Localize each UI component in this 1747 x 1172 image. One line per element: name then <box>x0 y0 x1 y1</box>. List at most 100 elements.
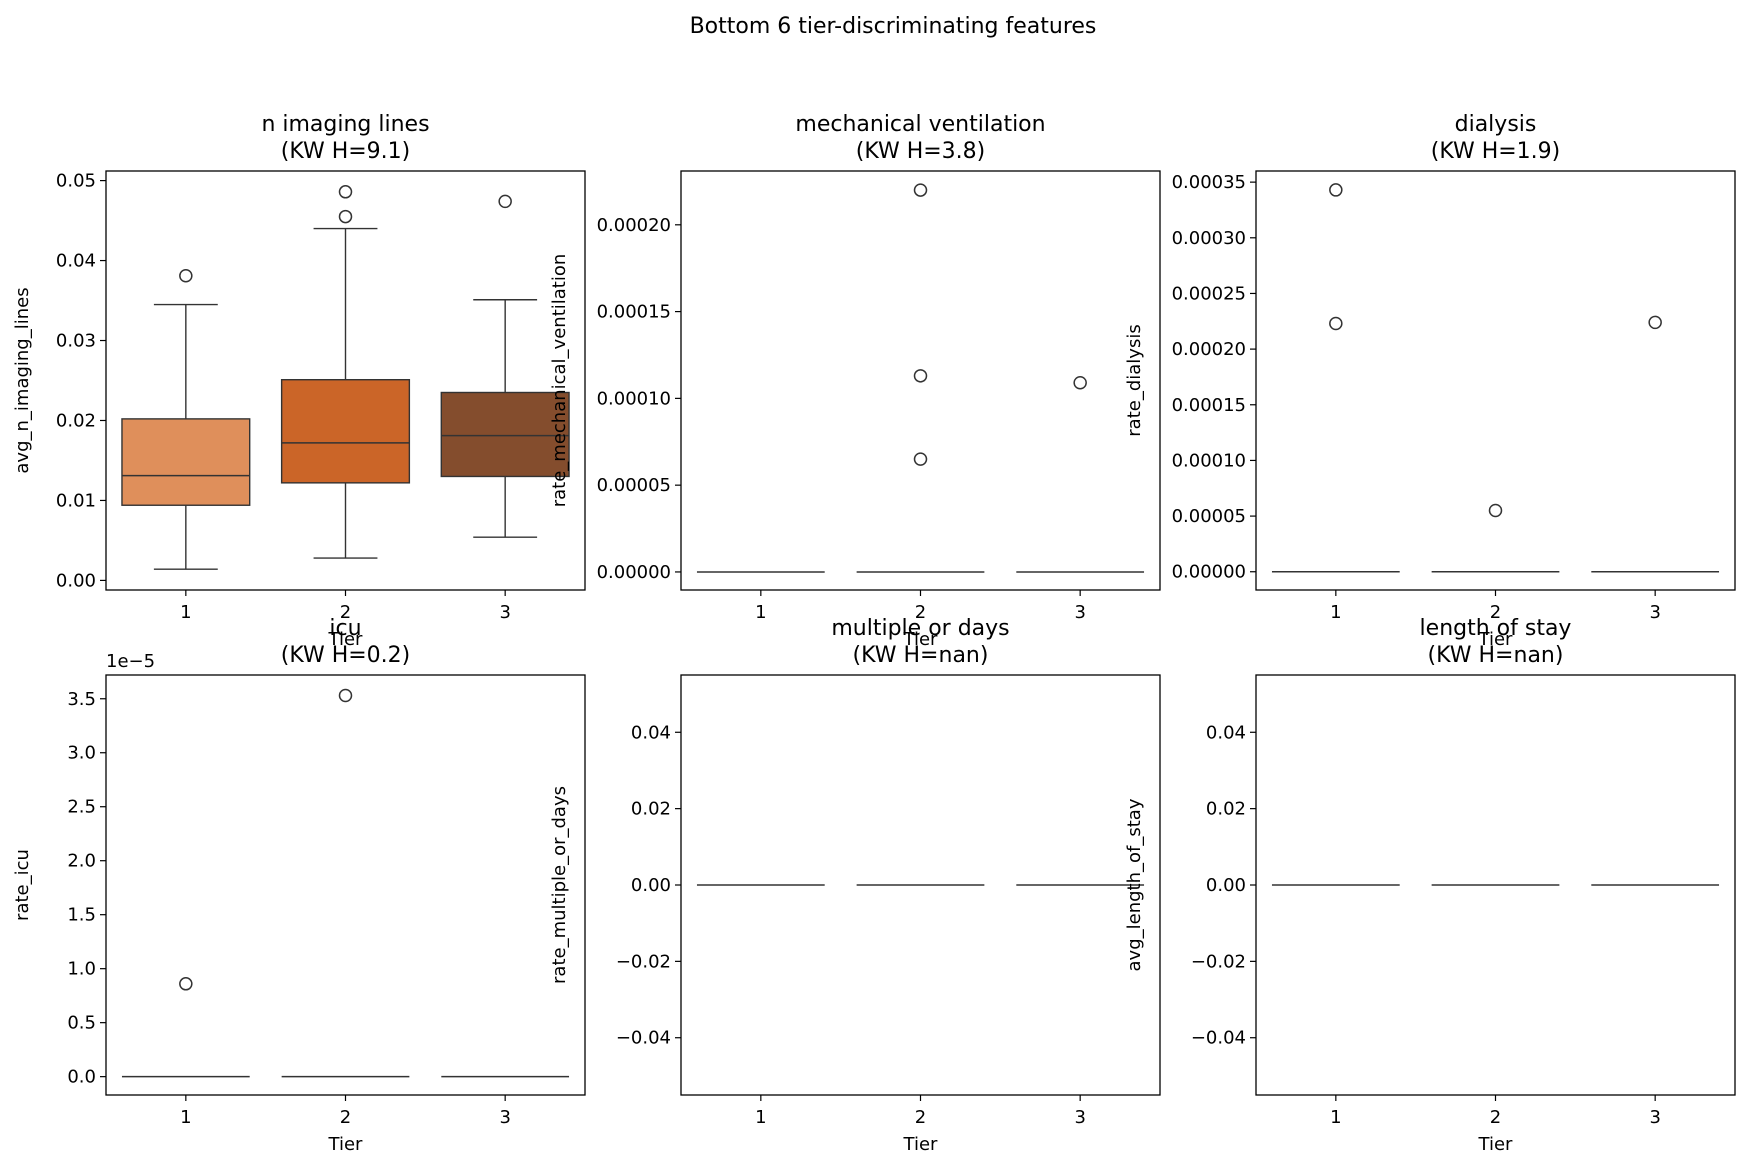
subplot-title-stat: (KW H=nan) <box>853 643 989 668</box>
y-tick-label: −0.02 <box>1191 951 1246 972</box>
y-axis-offset-text: 1e−5 <box>106 651 155 672</box>
box-outlier-point <box>913 452 928 466</box>
subplot-panel: 0.0 0.5 1.0 1.5 2.0 2.5 3.0 3.5 1 2 3 Tier rate_icu 1… <box>12 616 586 1155</box>
y-tick-label: 0.00000 <box>1172 562 1246 583</box>
x-axis-label: Tier <box>903 1134 939 1155</box>
x-tick-label: 1 <box>1330 1107 1341 1128</box>
x-axis-label: Tier <box>903 629 939 650</box>
subplot-title: mechanical ventilation <box>795 112 1045 137</box>
y-tick-label: −0.04 <box>616 1028 671 1049</box>
subplot-title: n imaging lines <box>261 112 429 137</box>
box-body <box>440 391 570 478</box>
y-tick-label: 0.04 <box>631 722 671 743</box>
subplot-panel: −0.04 −0.02 0.00 0.02 0.04 1 2 3 Tier rate_multip… <box>549 616 1161 1155</box>
x-tick-label: 2 <box>915 1107 926 1128</box>
x-tick-label: 3 <box>1649 602 1660 623</box>
box-outlier-point <box>498 194 512 209</box>
y-axis-label: rate_mechanical_ventilation <box>549 254 570 508</box>
y-tick-label: 0.0 <box>67 1067 96 1088</box>
x-tick-label: 3 <box>499 1107 510 1128</box>
subplot-panel: 0.00000 0.00005 0.00010 0.00015 0.00020 0.000… <box>1124 112 1736 650</box>
box-outlier-point <box>179 977 193 991</box>
y-tick-label: 3.0 <box>67 743 96 764</box>
y-tick-label: 0.5 <box>67 1013 96 1034</box>
x-tick-label: 3 <box>499 602 510 623</box>
x-tick-label: 3 <box>1074 1107 1085 1128</box>
x-tick-label: 1 <box>180 1107 191 1128</box>
box-outlier-point <box>338 185 353 199</box>
x-axis-label: Tier <box>1478 629 1514 650</box>
x-tick-label: 2 <box>340 1107 351 1128</box>
y-tick-label: 3.5 <box>67 689 96 710</box>
box-outlier-point <box>1648 315 1662 330</box>
x-axis-label: Tier <box>328 629 364 650</box>
x-tick-label: 1 <box>755 1107 766 1128</box>
y-tick-label: 0.05 <box>56 171 96 192</box>
x-axis-label: Tier <box>1478 1134 1514 1155</box>
y-tick-label: 0.03 <box>56 331 96 352</box>
subplot-panel: 0.00 0.01 0.02 0.03 0.04 0.05 1 2 3 Tier avg_n_ima… <box>12 112 586 650</box>
y-axis-label: avg_n_imaging_lines <box>12 287 33 473</box>
subplot-panel: 0.00000 0.00005 0.00010 0.00015 0.00020 1 2 3 Ti… <box>549 112 1161 650</box>
y-tick-label: 0.04 <box>56 251 96 272</box>
y-tick-label: −0.04 <box>1191 1028 1246 1049</box>
y-tick-label: 0.00000 <box>597 562 671 583</box>
y-tick-label: 0.00 <box>631 875 671 896</box>
subplot-title-stat: (KW H=0.2) <box>281 643 411 668</box>
y-axis-label: rate_dialysis <box>1124 324 1145 436</box>
y-tick-label: 0.00020 <box>1172 339 1246 360</box>
subplot-title: length of stay <box>1420 616 1572 641</box>
y-tick-label: 0.00005 <box>597 475 671 496</box>
y-tick-label: 0.00 <box>56 570 96 591</box>
y-tick-label: 0.04 <box>1206 722 1246 743</box>
y-tick-label: −0.02 <box>616 951 671 972</box>
x-tick-label: 2 <box>340 602 351 623</box>
y-tick-label: 0.00030 <box>1172 228 1246 249</box>
box-outlier-point <box>1488 503 1503 518</box>
y-tick-label: 0.00010 <box>1172 450 1246 471</box>
x-tick-label: 2 <box>1490 1107 1501 1128</box>
y-tick-label: 0.00015 <box>597 302 671 323</box>
y-tick-label: 0.00035 <box>1172 172 1246 193</box>
y-tick-label: 0.00 <box>1206 875 1246 896</box>
subplot-title-stat: (KW H=3.8) <box>856 139 986 164</box>
subplot-title-stat: (KW H=1.9) <box>1431 139 1561 164</box>
y-tick-label: 0.00015 <box>1172 395 1246 416</box>
y-tick-label: 0.00025 <box>1172 283 1246 304</box>
subplot-title: dialysis <box>1455 112 1537 137</box>
y-axis-label: avg_length_of_stay <box>1124 798 1145 971</box>
y-tick-label: 0.00005 <box>1172 506 1246 527</box>
box-body <box>280 379 411 484</box>
y-tick-label: 0.02 <box>1206 799 1246 820</box>
subplot-grid: 0.000.010.020.030.040.051 2 3Tieravg_n_ima… <box>12 112 1736 1155</box>
y-tick-label: 1.5 <box>67 905 96 926</box>
y-tick-label: 2.0 <box>67 851 96 872</box>
y-tick-label: 1.0 <box>67 959 96 980</box>
subplot-title: multiple or days <box>831 616 1009 641</box>
box-outlier-point <box>1073 376 1087 390</box>
x-tick-label: 2 <box>915 602 926 623</box>
subplot-title-stat: (KW H=nan) <box>1428 643 1564 668</box>
box-outlier-point <box>338 688 353 703</box>
box-outlier-point <box>913 183 928 197</box>
box-body <box>121 418 251 506</box>
subplot-title-stat: (KW H=9.1) <box>281 139 411 164</box>
subplot-panel: −0.04 −0.02 0.00 0.02 0.04 1 2 3 Tier avg_length_… <box>1124 616 1736 1155</box>
y-axis-label: rate_icu <box>12 849 33 921</box>
y-tick-label: 0.00020 <box>597 215 671 236</box>
box-outlier-point <box>913 369 928 383</box>
box-outlier-point <box>338 209 353 224</box>
y-axis-label: rate_multiple_or_days <box>549 786 570 984</box>
box-outlier-point <box>179 269 193 283</box>
x-tick-label: 2 <box>1490 602 1501 623</box>
x-tick-label: 1 <box>1330 602 1341 623</box>
x-tick-label: 1 <box>180 602 191 623</box>
x-tick-label: 1 <box>755 602 766 623</box>
y-tick-label: 2.5 <box>67 797 96 818</box>
y-tick-label: 0.01 <box>56 490 96 511</box>
y-tick-label: 0.00010 <box>597 388 671 409</box>
y-tick-label: 0.02 <box>56 410 96 431</box>
y-tick-label: 0.02 <box>631 799 671 820</box>
